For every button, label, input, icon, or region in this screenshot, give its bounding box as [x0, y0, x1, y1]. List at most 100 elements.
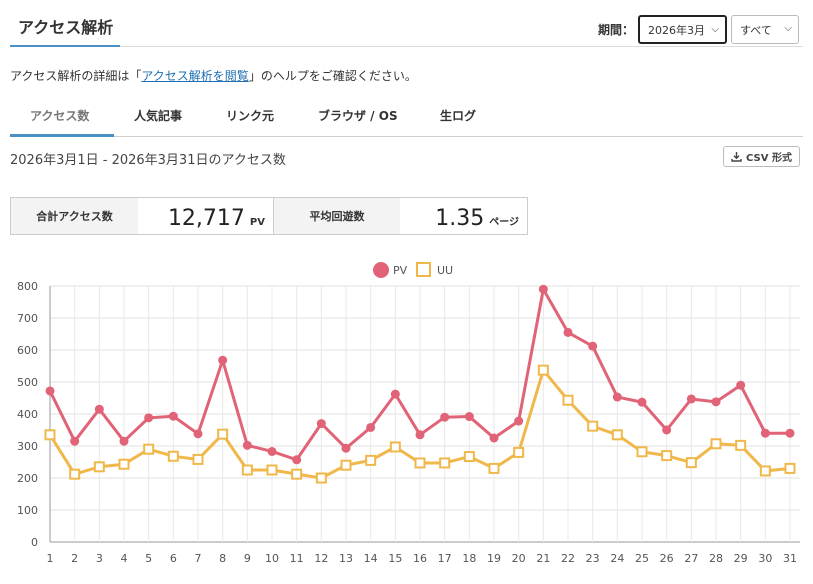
legend-pv-label: PV — [393, 264, 408, 277]
legend-uu-label: UU — [437, 264, 453, 277]
x-tick-label: 7 — [195, 552, 202, 565]
pv-point — [341, 443, 351, 453]
title-divider — [10, 46, 803, 47]
x-tick-label: 25 — [635, 552, 649, 565]
y-tick-label: 400 — [17, 408, 38, 421]
pv-point — [588, 341, 598, 351]
uu-point — [315, 472, 327, 484]
chevron-down-icon: ⌵ — [784, 23, 792, 34]
pv-point — [760, 428, 770, 438]
pv-point — [612, 392, 622, 402]
help-link[interactable]: アクセス解析を閲覧 — [141, 69, 249, 83]
uu-point — [661, 450, 673, 462]
y-tick-label: 800 — [17, 280, 38, 293]
help-text: アクセス解析の詳細は「アクセス解析を閲覧」のヘルプをご確認ください。 — [10, 67, 417, 84]
x-tick-label: 28 — [709, 552, 723, 565]
uu-point — [562, 394, 574, 406]
x-tick-label: 4 — [121, 552, 128, 565]
y-tick-label: 500 — [17, 376, 38, 389]
avg-pages-number: 1.35 — [435, 206, 485, 231]
uu-point — [389, 441, 401, 453]
x-tick-label: 30 — [758, 552, 772, 565]
uu-point — [488, 462, 500, 474]
pv-point — [662, 425, 672, 435]
uu-point — [439, 457, 451, 469]
uu-point — [759, 465, 771, 477]
pv-point — [686, 394, 696, 404]
pv-point — [538, 284, 548, 294]
y-tick-label: 0 — [31, 536, 38, 549]
total-access-number: 12,717 — [167, 206, 245, 231]
x-tick-label: 3 — [96, 552, 103, 565]
uu-point — [167, 450, 179, 462]
uu-point — [710, 438, 722, 450]
x-tick-label: 31 — [783, 552, 797, 565]
uu-point — [340, 459, 352, 471]
uu-point — [611, 429, 623, 441]
y-tick-label: 100 — [17, 504, 38, 517]
x-tick-label: 1 — [47, 552, 54, 565]
pv-point — [70, 436, 80, 446]
month-select-value: 2026年3月 — [648, 23, 705, 37]
x-tick-label: 6 — [170, 552, 177, 565]
tab-browser-os[interactable]: ブラウザ / OS — [318, 109, 398, 123]
uu-point — [118, 458, 130, 470]
avg-pages-label: 平均回遊数 — [273, 198, 400, 234]
uu-point — [636, 446, 648, 458]
uu-point — [537, 364, 549, 376]
x-tick-label: 24 — [610, 552, 624, 565]
uu-point — [587, 420, 599, 432]
y-tick-label: 300 — [17, 440, 38, 453]
download-icon — [731, 152, 742, 162]
title-underline — [10, 45, 120, 47]
pv-point — [390, 389, 400, 399]
uu-point — [217, 428, 229, 440]
uu-point — [463, 451, 475, 463]
tab-popular-articles[interactable]: 人気記事 — [134, 109, 183, 123]
pv-point — [267, 446, 277, 456]
y-tick-label: 200 — [17, 472, 38, 485]
x-tick-label: 12 — [314, 552, 328, 565]
tab-access-count[interactable]: アクセス数 — [30, 109, 90, 123]
uu-point — [93, 461, 105, 473]
x-tick-label: 27 — [684, 552, 698, 565]
x-tick-label: 9 — [244, 552, 251, 565]
pv-point — [45, 386, 55, 396]
total-access-value: 12,717 PV — [138, 198, 273, 234]
tab-referrers[interactable]: リンク元 — [226, 109, 275, 123]
tab-raw-log[interactable]: 生ログ — [440, 109, 477, 123]
uu-point — [513, 446, 525, 458]
chevron-down-icon: ⌵ — [711, 24, 719, 35]
total-access-label: 合計アクセス数 — [11, 198, 138, 234]
uu-point — [414, 457, 426, 469]
x-tick-label: 10 — [265, 552, 279, 565]
legend-uu-marker — [416, 262, 431, 277]
help-prefix: アクセス解析の詳細は「 — [10, 69, 142, 83]
month-select[interactable]: 2026年3月 ⌵ — [638, 15, 727, 44]
pv-point — [366, 422, 376, 432]
csv-button-label: CSV 形式 — [746, 153, 792, 164]
csv-download-button[interactable]: CSV 形式 — [723, 146, 800, 167]
uu-point — [291, 468, 303, 480]
active-tab-indicator — [10, 134, 114, 137]
uu-point — [735, 439, 747, 451]
pv-point — [316, 419, 326, 429]
pv-point — [785, 428, 795, 438]
filter-select[interactable]: すべて ⌵ — [731, 15, 799, 44]
pv-point — [119, 436, 129, 446]
y-tick-label: 600 — [17, 344, 38, 357]
uu-point — [143, 443, 155, 455]
page-title: アクセス解析 — [18, 18, 114, 37]
x-tick-label: 11 — [290, 552, 304, 565]
uu-point — [241, 464, 253, 476]
pv-point — [193, 429, 203, 439]
pv-point — [94, 404, 104, 414]
pv-point — [144, 413, 154, 423]
uu-point — [685, 457, 697, 469]
total-access-unit: PV — [249, 217, 265, 228]
pv-point — [242, 440, 252, 450]
filter-select-value: すべて — [740, 23, 772, 37]
date-range-text: 2026年3月1日 - 2026年3月31日のアクセス数 — [10, 153, 286, 168]
x-tick-label: 17 — [438, 552, 452, 565]
